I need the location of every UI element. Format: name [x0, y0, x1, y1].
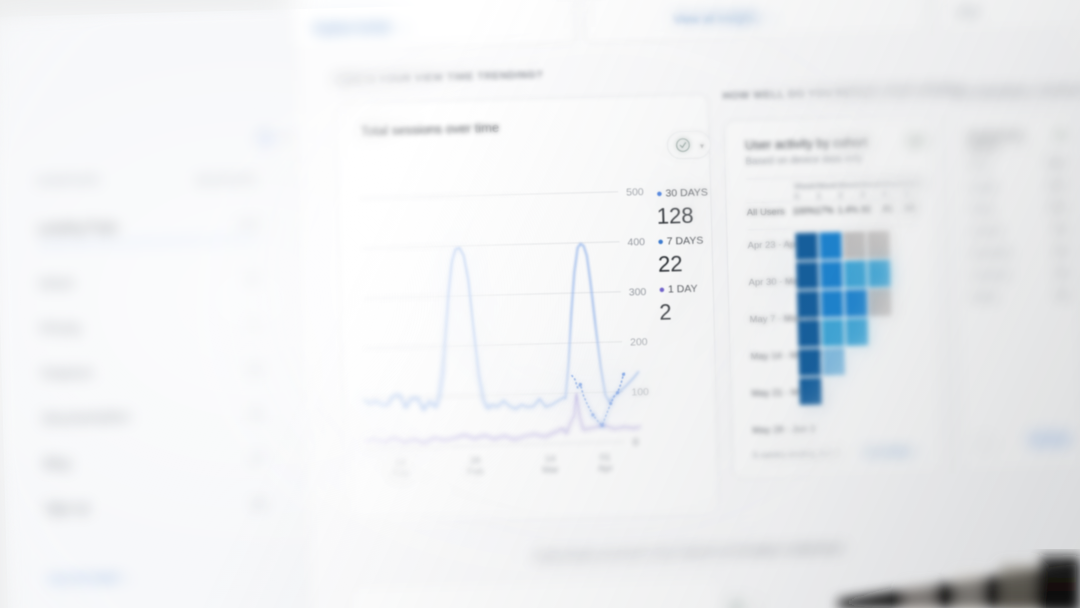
- svg-text:200: 200: [630, 336, 648, 348]
- svg-text:500: 500: [626, 186, 644, 198]
- svg-text:100: 100: [631, 386, 649, 398]
- svg-text:300: 300: [629, 286, 647, 298]
- svg-text:400: 400: [627, 236, 645, 248]
- svg-text:0: 0: [633, 436, 639, 448]
